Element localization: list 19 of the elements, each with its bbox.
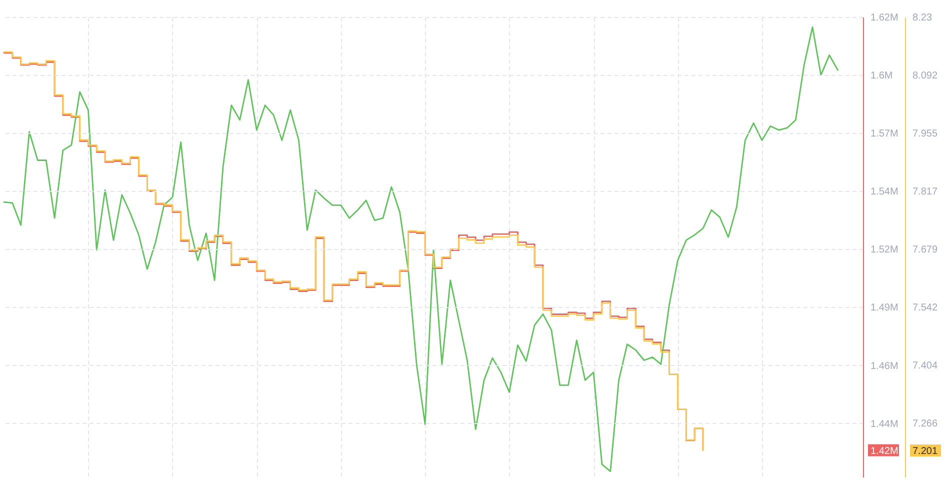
y2-tick-label: 7.201 — [912, 446, 938, 457]
y2-tick-label: 7.955 — [912, 128, 938, 140]
y2-tick-label: 7.266 — [912, 418, 938, 430]
y-tick-label: 1.44M — [870, 418, 898, 430]
y-tick-label: 1.54M — [870, 186, 898, 198]
y-tick-label: 1.46M — [870, 360, 898, 372]
y2-tick-label: 7.404 — [912, 360, 938, 372]
y-tick-label: 1.62M — [870, 12, 898, 24]
y-tick-label: 1.42M — [870, 446, 898, 457]
y-tick-label: 1.6M — [870, 70, 893, 82]
y-tick-label: 1.52M — [870, 244, 898, 256]
y2-tick-label: 8.092 — [912, 70, 938, 82]
y2-tick-label: 7.542 — [912, 302, 938, 314]
y2-tick-label: 7.817 — [912, 186, 938, 198]
y-tick-label: 1.49M — [870, 302, 898, 314]
y2-tick-label: 7.679 — [912, 244, 938, 256]
y-tick-label: 1.57M — [870, 128, 898, 140]
y2-tick-label: 8.23 — [912, 12, 932, 24]
line-series — [3, 26, 838, 472]
